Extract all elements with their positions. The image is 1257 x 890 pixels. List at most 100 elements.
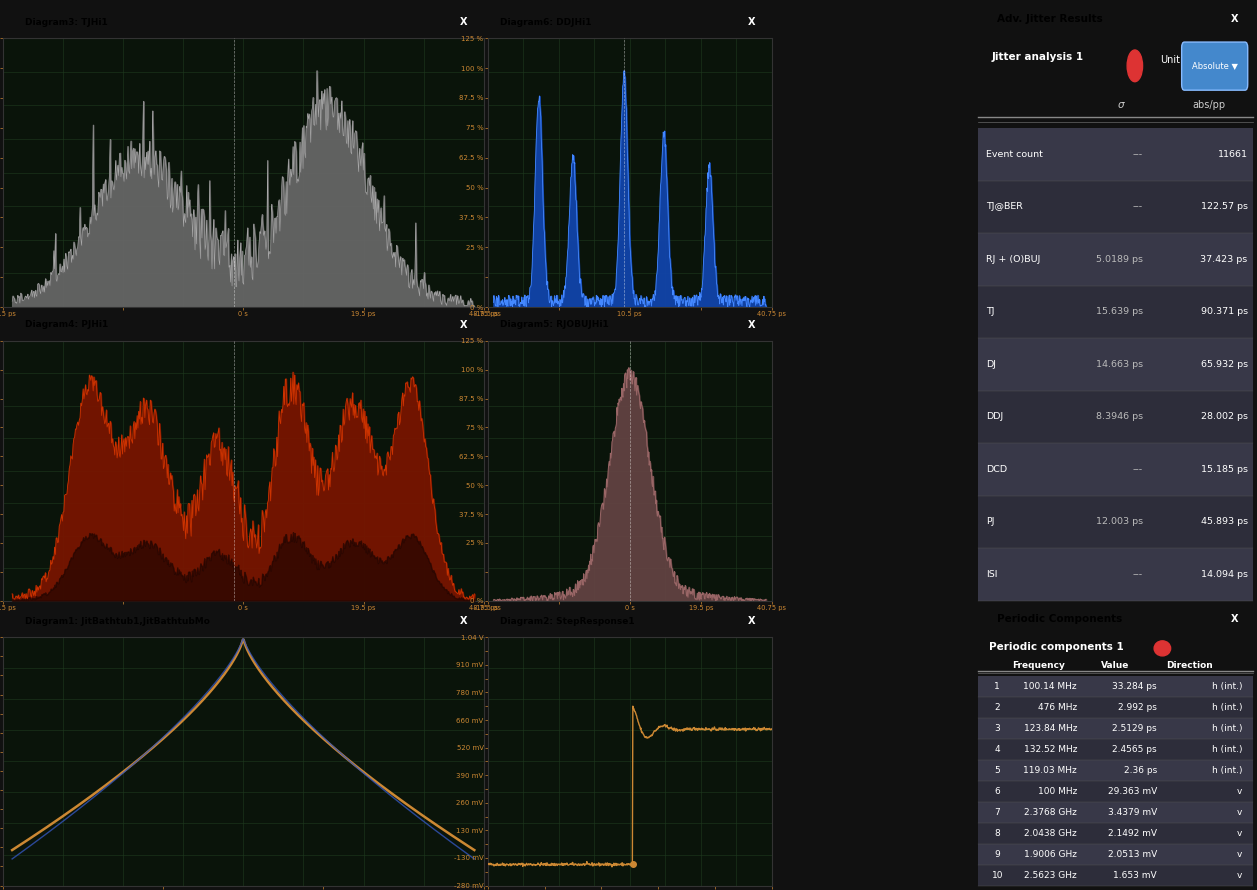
Text: X: X [748, 320, 755, 330]
Text: X: X [460, 616, 468, 627]
Text: h (int.): h (int.) [1212, 703, 1242, 712]
Text: 4: 4 [994, 745, 1001, 754]
Text: Periodic Components: Periodic Components [997, 613, 1123, 624]
Text: ---: --- [1133, 150, 1143, 158]
Text: 3.4379 mV: 3.4379 mV [1107, 808, 1156, 817]
Text: Jitter analysis 1: Jitter analysis 1 [992, 52, 1084, 61]
Text: 100 MHz: 100 MHz [1038, 787, 1077, 796]
Text: h (int.): h (int.) [1212, 765, 1242, 775]
Text: v: v [1237, 829, 1242, 837]
Bar [978, 391, 1253, 443]
Circle shape [1128, 50, 1143, 82]
Text: 12.003 ps: 12.003 ps [1096, 517, 1143, 527]
Text: X: X [748, 17, 755, 28]
Text: Diagram1: JitBathtub1,JitBathtubMo: Diagram1: JitBathtub1,JitBathtubMo [25, 617, 210, 626]
Bar [978, 443, 1253, 496]
Text: 2.992 ps: 2.992 ps [1117, 703, 1156, 712]
Text: 65.932 ps: 65.932 ps [1200, 360, 1248, 369]
Text: 7: 7 [994, 808, 1001, 817]
Bar [978, 822, 1253, 844]
Text: 45.893 ps: 45.893 ps [1200, 517, 1248, 527]
Text: Diagram4: PJHi1: Diagram4: PJHi1 [25, 320, 108, 329]
Text: 8.3946 ps: 8.3946 ps [1096, 412, 1143, 422]
Text: v: v [1237, 808, 1242, 817]
Text: 2.4565 ps: 2.4565 ps [1112, 745, 1156, 754]
Text: Diagram6: DDJHi1: Diagram6: DDJHi1 [500, 18, 592, 27]
Text: Adv. Jitter Results: Adv. Jitter Results [997, 13, 1102, 24]
Text: 90.371 ps: 90.371 ps [1200, 307, 1248, 317]
Circle shape [1154, 641, 1170, 656]
Text: Frequency: Frequency [1012, 661, 1065, 670]
Bar [978, 844, 1253, 864]
Text: ---: --- [1133, 570, 1143, 579]
Text: X: X [460, 17, 468, 28]
Text: 119.03 MHz: 119.03 MHz [1023, 765, 1077, 775]
Bar [978, 781, 1253, 802]
Text: Diagram5: RJOBUJHi1: Diagram5: RJOBUJHi1 [500, 320, 608, 329]
Text: Absolute ▼: Absolute ▼ [1192, 61, 1238, 70]
Text: 15.185 ps: 15.185 ps [1200, 465, 1248, 474]
Text: 1: 1 [994, 682, 1001, 691]
Bar [978, 548, 1253, 601]
Text: 9: 9 [994, 850, 1001, 859]
Text: X: X [1231, 613, 1238, 624]
Bar [978, 128, 1253, 181]
Text: Diagram3: TJHi1: Diagram3: TJHi1 [25, 18, 107, 27]
Text: 122.57 ps: 122.57 ps [1200, 202, 1248, 212]
Text: PJ: PJ [987, 517, 994, 527]
Text: 8: 8 [994, 829, 1001, 837]
Bar [978, 233, 1253, 286]
Bar [978, 676, 1253, 697]
Bar [978, 496, 1253, 548]
Text: 100.14 MHz: 100.14 MHz [1023, 682, 1077, 691]
Bar [978, 739, 1253, 760]
Text: h (int.): h (int.) [1212, 724, 1242, 732]
Text: ---: --- [1133, 465, 1143, 474]
Text: 1.9006 GHz: 1.9006 GHz [1024, 850, 1077, 859]
Text: 3: 3 [994, 724, 1001, 732]
Text: RJ + (O)BUJ: RJ + (O)BUJ [987, 255, 1041, 264]
Text: h (int.): h (int.) [1212, 682, 1242, 691]
Text: 2.5129 ps: 2.5129 ps [1112, 724, 1156, 732]
Text: X: X [748, 616, 755, 627]
Text: 15.639 ps: 15.639 ps [1096, 307, 1143, 317]
Text: 2.5623 GHz: 2.5623 GHz [1024, 870, 1077, 879]
Bar [978, 697, 1253, 718]
Text: 2.36 ps: 2.36 ps [1124, 765, 1156, 775]
Text: 5: 5 [994, 765, 1001, 775]
Text: 2: 2 [994, 703, 1001, 712]
Text: X: X [1231, 13, 1238, 24]
Text: 2.3768 GHz: 2.3768 GHz [1024, 808, 1077, 817]
Text: ISI: ISI [987, 570, 998, 579]
Text: v: v [1237, 850, 1242, 859]
Text: 132.52 MHz: 132.52 MHz [1023, 745, 1077, 754]
Text: v: v [1237, 787, 1242, 796]
Text: Unit: Unit [1160, 55, 1179, 65]
Bar [978, 718, 1253, 739]
Text: 11661: 11661 [1218, 150, 1248, 158]
Text: 2.1492 mV: 2.1492 mV [1107, 829, 1156, 837]
Text: h (int.): h (int.) [1212, 745, 1242, 754]
Bar [978, 286, 1253, 338]
Text: 29.363 mV: 29.363 mV [1107, 787, 1156, 796]
Text: Diagram2: StepResponse1: Diagram2: StepResponse1 [500, 617, 635, 626]
Text: TJ@BER: TJ@BER [987, 202, 1023, 212]
Bar [978, 760, 1253, 781]
Text: 476 MHz: 476 MHz [1038, 703, 1077, 712]
Text: σ: σ [1117, 101, 1125, 110]
Text: 28.002 ps: 28.002 ps [1200, 412, 1248, 422]
Text: 5.0189 ps: 5.0189 ps [1096, 255, 1143, 264]
Text: DJ: DJ [987, 360, 997, 369]
Text: 10: 10 [992, 870, 1003, 879]
Text: 14.663 ps: 14.663 ps [1096, 360, 1143, 369]
Text: 33.284 ps: 33.284 ps [1112, 682, 1156, 691]
Bar [978, 338, 1253, 391]
Text: 37.423 ps: 37.423 ps [1200, 255, 1248, 264]
Text: v: v [1237, 870, 1242, 879]
FancyBboxPatch shape [1182, 42, 1248, 90]
Text: abs/pp: abs/pp [1193, 101, 1226, 110]
Text: Event count: Event count [987, 150, 1043, 158]
Text: 123.84 MHz: 123.84 MHz [1023, 724, 1077, 732]
Text: Direction: Direction [1166, 661, 1213, 670]
Text: TJ: TJ [987, 307, 994, 317]
